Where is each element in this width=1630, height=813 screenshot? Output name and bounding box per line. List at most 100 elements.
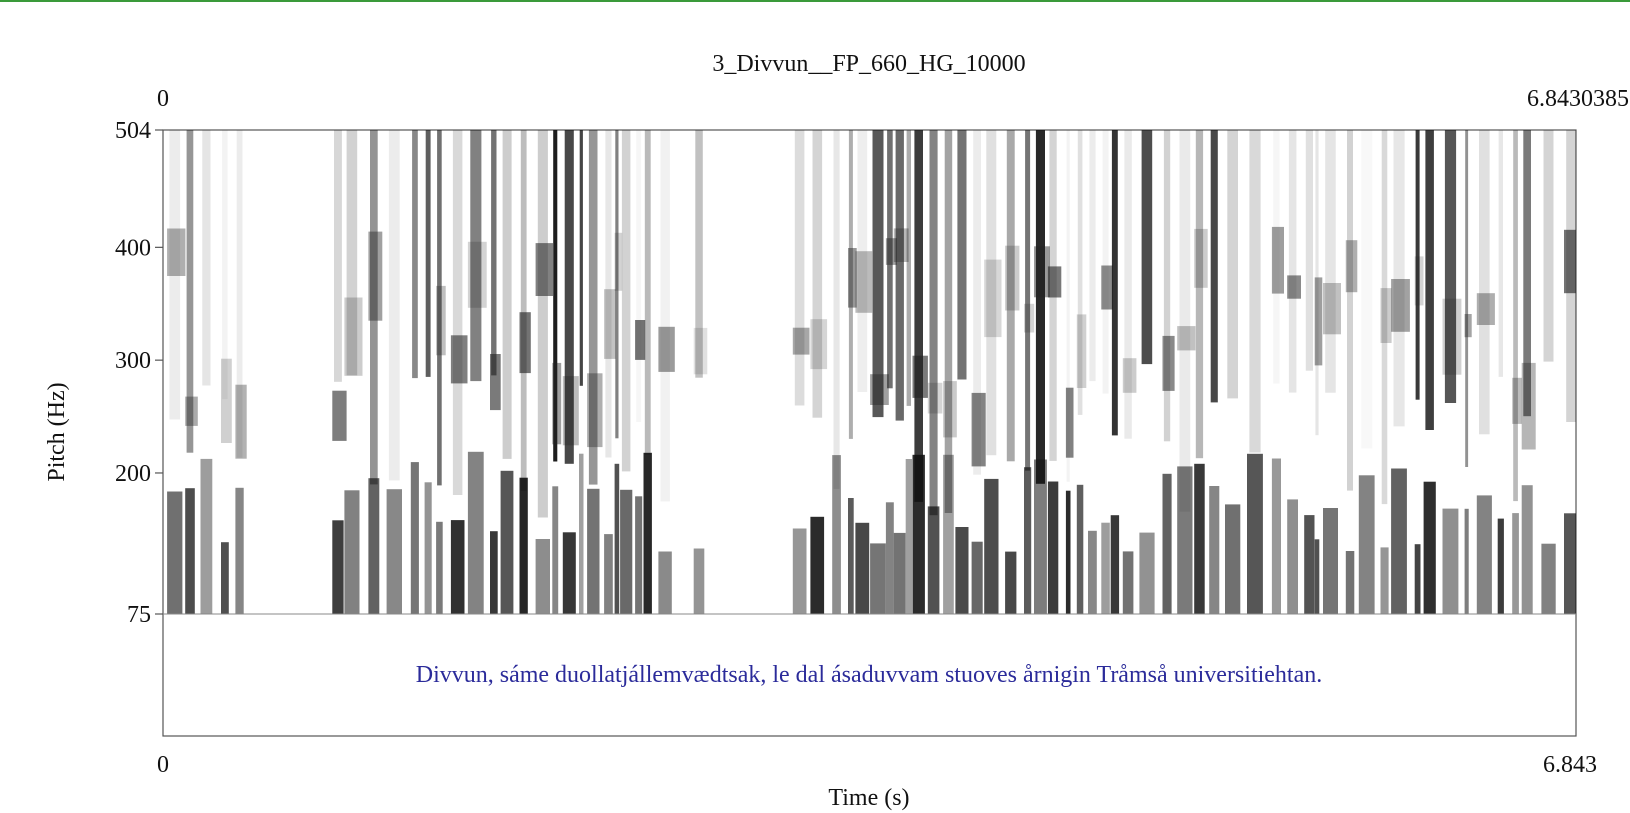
spectrogram-band — [1498, 130, 1503, 377]
spectrogram-band — [1271, 458, 1281, 614]
spectrogram-band — [1177, 326, 1196, 351]
spectrogram-band — [236, 130, 243, 458]
spectrogram-band — [957, 130, 967, 380]
spectrogram-band — [1162, 473, 1172, 614]
spectrogram-band — [929, 130, 938, 516]
spectrogram-band — [644, 130, 651, 455]
spectrogram-band — [450, 520, 465, 614]
spectrogram-band — [604, 289, 616, 359]
spectrogram-band — [410, 462, 419, 614]
spectrogram-band — [1444, 130, 1457, 403]
spectrogram-band — [971, 541, 983, 614]
spectrogram-band — [562, 376, 579, 446]
spectrogram-band — [1225, 504, 1241, 614]
spectrogram-band — [1465, 130, 1469, 467]
spectrogram-band — [552, 362, 562, 445]
spectrogram-band — [1271, 226, 1284, 294]
spectrogram-band — [1391, 279, 1410, 332]
spectrogram-band — [1380, 288, 1392, 343]
spectrogram-band — [872, 130, 884, 418]
spectrogram-band — [1425, 130, 1434, 430]
spectrogram-band — [388, 130, 400, 481]
spectrogram-band — [202, 130, 211, 386]
spectrogram-band — [885, 502, 894, 614]
spectrogram-band — [1415, 130, 1420, 400]
spectrogram-band — [1393, 130, 1405, 427]
spectrogram-band — [185, 488, 195, 614]
spectrogram-band — [167, 228, 186, 276]
spectrogram-band — [1391, 468, 1407, 614]
spectrogram-band — [1323, 508, 1338, 614]
spectrogram-band — [855, 251, 873, 313]
spectrogram-band — [1325, 130, 1336, 393]
x-axis-start-label: 0 — [157, 752, 169, 778]
spectrogram-band — [1476, 495, 1492, 614]
spectrogram-band — [973, 130, 981, 475]
spectrogram-band — [470, 130, 482, 382]
x-axis-label: Time (s) — [828, 785, 909, 811]
spectrogram-band — [1076, 314, 1087, 388]
spectrogram-band — [695, 130, 703, 378]
spectrogram-band — [1034, 246, 1050, 298]
spectrogram-band — [971, 392, 986, 467]
spectrogram-band — [344, 490, 360, 614]
spectrogram-band — [1288, 130, 1297, 393]
spectrogram-band — [1194, 463, 1205, 614]
y-tick-label: 75 — [127, 602, 151, 628]
spectrogram-band — [1110, 515, 1120, 614]
spectrogram-band — [169, 130, 181, 420]
spectrogram-band — [1139, 532, 1155, 614]
spectrogram-band — [1381, 130, 1388, 505]
spectrogram-band — [1564, 513, 1576, 614]
spectrogram-band — [1005, 245, 1020, 311]
spectrogram-band — [535, 539, 550, 614]
spectrogram-band — [984, 478, 999, 614]
spectrogram-band — [424, 482, 432, 614]
spectrogram-band — [1305, 130, 1313, 371]
spectrogram-band — [450, 335, 468, 384]
spectrogram-band — [794, 130, 805, 406]
spectrogram-band — [620, 489, 633, 614]
spectrogram-band — [1323, 283, 1341, 335]
spectrogram-band — [1476, 293, 1495, 325]
plot-frame — [162, 129, 1577, 737]
spectrogram-band — [1314, 539, 1320, 614]
spectrogram-band — [927, 382, 943, 414]
spectrogram-band — [1089, 130, 1096, 382]
spectrogram-band — [386, 489, 402, 614]
spectrogram-band — [368, 478, 380, 614]
spectrogram-band — [604, 534, 613, 614]
spectrogram-band — [1247, 453, 1263, 614]
spectrogram-band — [370, 130, 378, 485]
spectrogram-band — [1101, 522, 1110, 614]
spectrogram-band — [1361, 130, 1372, 448]
spectrogram-band — [944, 130, 953, 513]
spectrogram-band — [605, 130, 612, 458]
spectrogram-band — [1065, 490, 1071, 614]
spectrogram-band — [1025, 130, 1031, 471]
spectrogram-band — [832, 455, 841, 614]
spectrogram-band — [491, 130, 497, 376]
spectrogram-band — [1006, 130, 1015, 462]
spectrogram-band — [587, 373, 603, 448]
spectrogram-band — [186, 130, 194, 453]
spectrogram-band — [1122, 358, 1137, 393]
spectrogram-band — [1066, 130, 1070, 482]
spectrogram-band — [643, 452, 652, 614]
spectrogram-band — [905, 459, 912, 614]
spectrogram-band — [1076, 484, 1084, 614]
spectrogram-band — [1513, 130, 1518, 502]
spectrogram-band — [332, 390, 347, 441]
spectrogram-band — [1227, 130, 1238, 399]
spectrogram-band — [344, 297, 363, 376]
spectrogram-band — [332, 520, 344, 614]
spectrogram-band — [221, 358, 232, 443]
spectrogram-band — [185, 396, 198, 426]
spectrogram-band — [1358, 475, 1375, 614]
spectrogram-band — [334, 130, 342, 382]
y-axis-label: Pitch (Hz) — [44, 382, 70, 481]
spectrogram-band — [848, 248, 857, 308]
spectrogram-band — [368, 231, 383, 321]
spectrogram-band — [1543, 130, 1554, 362]
spectrogram-band — [887, 130, 893, 389]
